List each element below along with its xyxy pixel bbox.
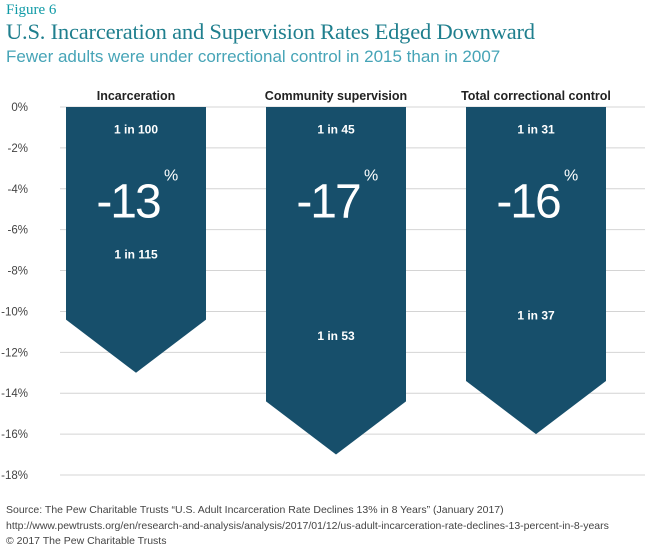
source-note: Source: The Pew Charitable Trusts “U.S. … — [6, 504, 609, 532]
y-tick-label: -10% — [1, 306, 28, 318]
value-unit-label: % — [164, 168, 178, 185]
copyright-note: © 2017 The Pew Charitable Trusts — [6, 535, 167, 547]
chart-area: 0% -2% -4% -6% -8% -10% -12% -14% -16% -18% Incarc… — [1, 89, 645, 482]
y-tick-label: -18% — [1, 470, 28, 482]
y-tick-label: -16% — [1, 429, 28, 441]
bar-2 — [266, 107, 406, 455]
value-unit-label: % — [364, 168, 378, 185]
category-label: Community supervision — [265, 89, 407, 103]
category-label: Total correctional control — [461, 89, 611, 103]
rate-2007-label: 1 in 100 — [114, 123, 158, 137]
value-label: -17 — [296, 175, 360, 228]
figure-label: Figure 6 — [6, 2, 57, 18]
y-tick-label: -12% — [1, 347, 28, 359]
rate-2015-label: 1 in 37 — [517, 309, 555, 323]
chart-title: U.S. Incarceration and Supervision Rates… — [6, 19, 535, 44]
category-label: Incarceration — [97, 89, 176, 103]
value-unit-label: % — [564, 168, 578, 185]
y-tick-label: 0% — [11, 102, 28, 114]
y-tick-label: -14% — [1, 388, 28, 400]
y-tick-label: -8% — [8, 266, 28, 278]
value-label: -13 — [96, 175, 160, 228]
y-tick-label: -6% — [8, 225, 28, 237]
y-tick-label: -2% — [8, 143, 28, 155]
y-tick-label: -4% — [8, 184, 28, 196]
chart-subtitle: Fewer adults were under correctional con… — [6, 47, 501, 66]
bar-3 — [466, 107, 606, 435]
rate-2015-label: 1 in 53 — [317, 329, 355, 343]
rate-2007-label: 1 in 45 — [317, 123, 355, 137]
value-label: -16 — [496, 175, 560, 228]
rate-2007-label: 1 in 31 — [517, 123, 555, 137]
rate-2015-label: 1 in 115 — [114, 247, 158, 261]
bar-1 — [66, 107, 206, 373]
